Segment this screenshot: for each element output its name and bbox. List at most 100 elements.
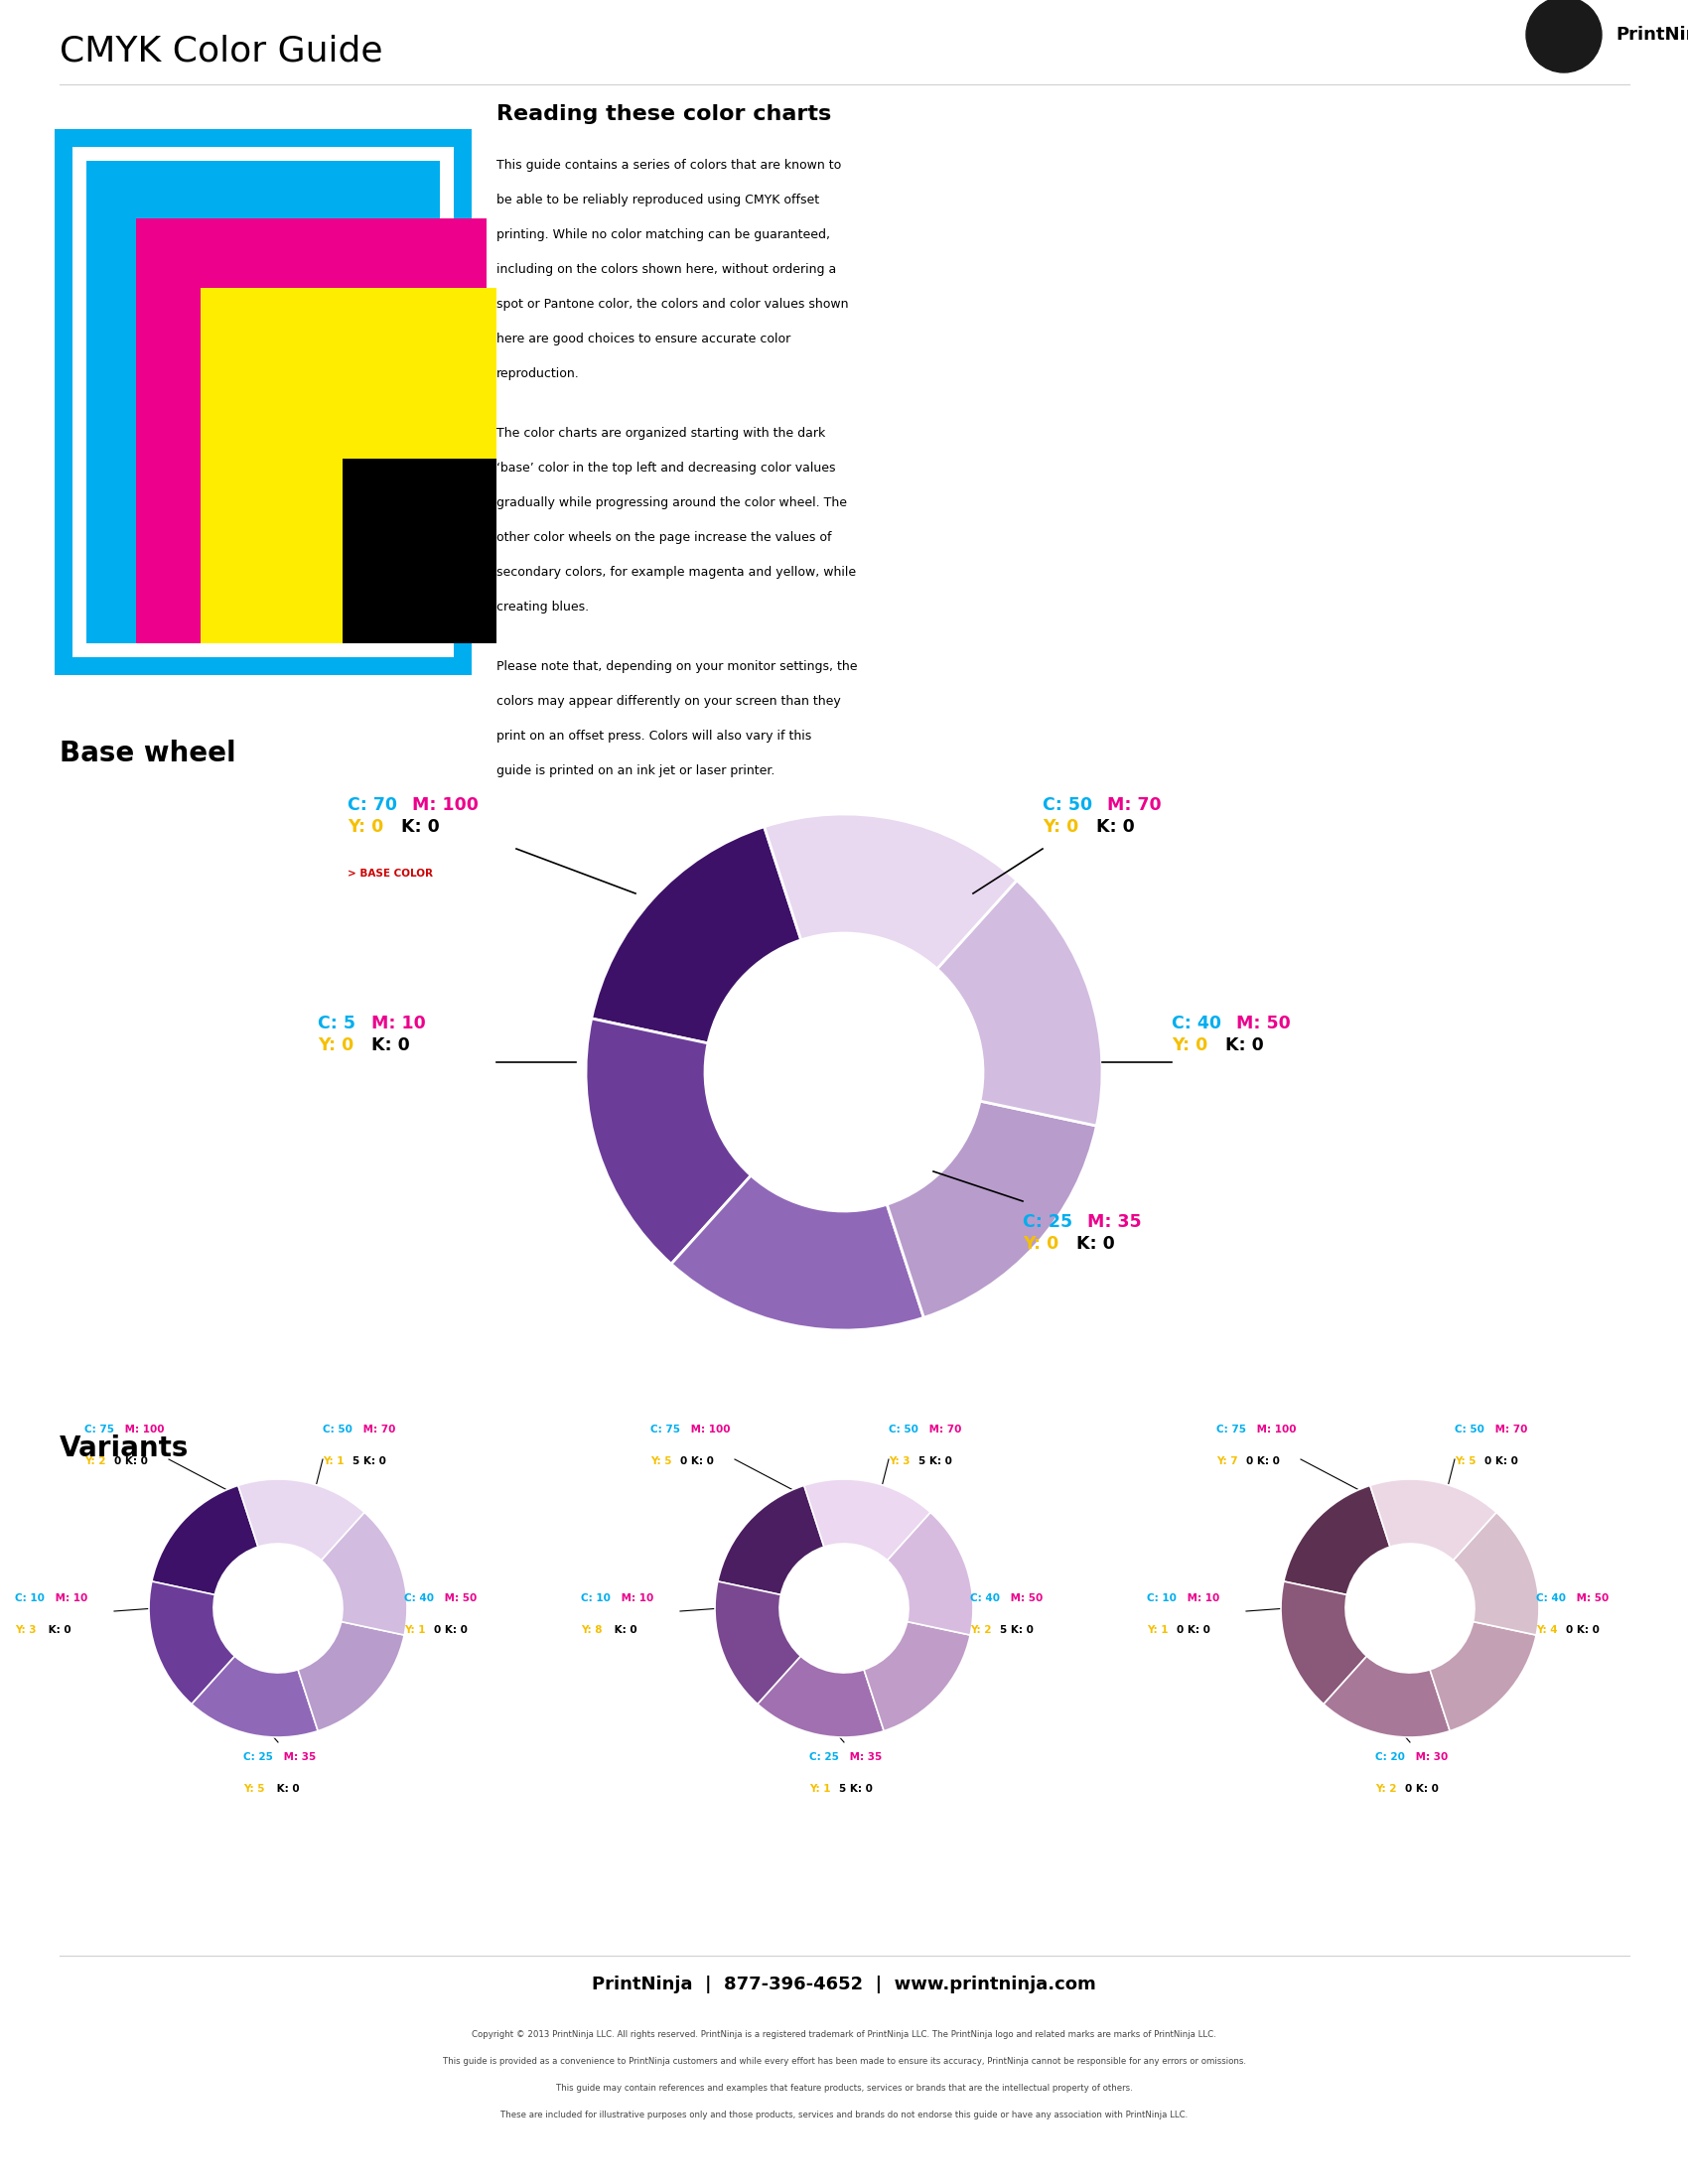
Text: Y: 0: Y: 0 bbox=[1023, 1236, 1058, 1254]
Text: C: 10: C: 10 bbox=[15, 1594, 44, 1603]
Text: Base wheel: Base wheel bbox=[59, 740, 236, 767]
Text: M: 50: M: 50 bbox=[1236, 1016, 1291, 1033]
Text: Y: 4: Y: 4 bbox=[1536, 1625, 1558, 1636]
Text: Copyright © 2013 PrintNinja LLC. All rights reserved. PrintNinja is a registered: Copyright © 2013 PrintNinja LLC. All rig… bbox=[471, 2031, 1217, 2040]
Text: M: 100: M: 100 bbox=[687, 1424, 731, 1435]
Text: M: 35: M: 35 bbox=[846, 1752, 883, 1762]
Text: M: 50: M: 50 bbox=[1008, 1594, 1043, 1603]
Bar bbox=[86, 162, 441, 644]
Text: print on an offset press. Colors will also vary if this: print on an offset press. Colors will al… bbox=[496, 729, 812, 743]
Text: C: 25: C: 25 bbox=[809, 1752, 839, 1762]
Text: M: 100: M: 100 bbox=[1254, 1424, 1296, 1435]
Wedge shape bbox=[1430, 1623, 1536, 1732]
Text: C: 40: C: 40 bbox=[1171, 1016, 1222, 1033]
Text: Y: 2: Y: 2 bbox=[971, 1625, 991, 1636]
Wedge shape bbox=[716, 1581, 800, 1704]
Text: This guide is provided as a convenience to PrintNinja customers and while every : This guide is provided as a convenience … bbox=[442, 2057, 1246, 2066]
Text: Y: 2: Y: 2 bbox=[84, 1457, 106, 1465]
Text: M: 35: M: 35 bbox=[1087, 1212, 1141, 1232]
Text: Variants: Variants bbox=[59, 1435, 189, 1463]
Text: K: 0: K: 0 bbox=[44, 1625, 71, 1636]
Wedge shape bbox=[238, 1479, 365, 1559]
Text: 0 K: 0: 0 K: 0 bbox=[1566, 1625, 1600, 1636]
Text: M: 30: M: 30 bbox=[1413, 1752, 1448, 1762]
Text: printing. While no color matching can be guaranteed,: printing. While no color matching can be… bbox=[496, 229, 830, 240]
Text: C: 75: C: 75 bbox=[1217, 1424, 1246, 1435]
Text: This guide contains a series of colors that are known to: This guide contains a series of colors t… bbox=[496, 159, 841, 173]
Wedge shape bbox=[1323, 1655, 1450, 1736]
Text: C: 75: C: 75 bbox=[650, 1424, 680, 1435]
Wedge shape bbox=[586, 1018, 751, 1265]
Text: K: 0: K: 0 bbox=[611, 1625, 636, 1636]
Text: Y: 0: Y: 0 bbox=[1043, 819, 1079, 836]
Wedge shape bbox=[886, 1101, 1097, 1317]
Circle shape bbox=[1526, 0, 1602, 72]
Text: C: 40: C: 40 bbox=[1536, 1594, 1566, 1603]
Wedge shape bbox=[758, 1655, 885, 1736]
Text: Y: 1: Y: 1 bbox=[403, 1625, 425, 1636]
Text: K: 0: K: 0 bbox=[273, 1784, 299, 1793]
Text: Y: 1: Y: 1 bbox=[809, 1784, 830, 1793]
Text: C: 40: C: 40 bbox=[971, 1594, 999, 1603]
Text: C: 50: C: 50 bbox=[888, 1424, 918, 1435]
Text: Y: 2: Y: 2 bbox=[1376, 1784, 1396, 1793]
Text: C: 10: C: 10 bbox=[1146, 1594, 1177, 1603]
Text: spot or Pantone color, the colors and color values shown: spot or Pantone color, the colors and co… bbox=[496, 297, 849, 310]
Wedge shape bbox=[299, 1623, 405, 1732]
Text: K: 0: K: 0 bbox=[1077, 1236, 1114, 1254]
Text: K: 0: K: 0 bbox=[1225, 1037, 1264, 1055]
Wedge shape bbox=[1371, 1479, 1496, 1559]
Wedge shape bbox=[765, 815, 1016, 970]
Text: M: 10: M: 10 bbox=[52, 1594, 88, 1603]
Text: M: 50: M: 50 bbox=[1573, 1594, 1609, 1603]
Wedge shape bbox=[1453, 1511, 1539, 1636]
Text: Y: 0: Y: 0 bbox=[317, 1037, 354, 1055]
Text: Y: 5: Y: 5 bbox=[650, 1457, 672, 1465]
Text: 0 K: 0: 0 K: 0 bbox=[1484, 1457, 1518, 1465]
Text: C: 25: C: 25 bbox=[1023, 1212, 1072, 1232]
Text: 5 K: 0: 5 K: 0 bbox=[839, 1784, 873, 1793]
Text: Y: 8: Y: 8 bbox=[581, 1625, 603, 1636]
Text: Y: 7: Y: 7 bbox=[1217, 1457, 1237, 1465]
Text: M: 70: M: 70 bbox=[927, 1424, 962, 1435]
Text: M: 70: M: 70 bbox=[1492, 1424, 1528, 1435]
Text: M: 10: M: 10 bbox=[618, 1594, 653, 1603]
Text: The color charts are organized starting with the dark: The color charts are organized starting … bbox=[496, 426, 825, 439]
Text: M: 100: M: 100 bbox=[412, 797, 479, 815]
Wedge shape bbox=[717, 1485, 824, 1594]
Wedge shape bbox=[937, 880, 1102, 1125]
Text: K: 0: K: 0 bbox=[402, 819, 439, 836]
Text: Reading these color charts: Reading these color charts bbox=[496, 105, 830, 124]
Text: C: 10: C: 10 bbox=[581, 1594, 611, 1603]
Text: Y: 0: Y: 0 bbox=[348, 819, 383, 836]
Text: C: 50: C: 50 bbox=[1043, 797, 1092, 815]
Wedge shape bbox=[1283, 1485, 1389, 1594]
Wedge shape bbox=[888, 1511, 972, 1636]
Text: > BASE COLOR: > BASE COLOR bbox=[348, 869, 432, 878]
Text: 5 K: 0: 5 K: 0 bbox=[353, 1457, 387, 1465]
Bar bbox=[137, 218, 486, 644]
Text: K: 0: K: 0 bbox=[1096, 819, 1134, 836]
Text: These are included for illustrative purposes only and those products, services a: These are included for illustrative purp… bbox=[500, 2110, 1188, 2118]
Wedge shape bbox=[864, 1623, 971, 1732]
Text: other color wheels on the page increase the values of: other color wheels on the page increase … bbox=[496, 531, 832, 544]
Text: CMYK Color Guide: CMYK Color Guide bbox=[59, 35, 383, 68]
Text: guide is printed on an ink jet or laser printer.: guide is printed on an ink jet or laser … bbox=[496, 764, 775, 778]
Wedge shape bbox=[149, 1581, 235, 1704]
Text: M: 10: M: 10 bbox=[371, 1016, 425, 1033]
Text: M: 70: M: 70 bbox=[360, 1424, 397, 1435]
Text: C: 70: C: 70 bbox=[348, 797, 397, 815]
Text: 0 K: 0: 0 K: 0 bbox=[1177, 1625, 1210, 1636]
Text: M: 100: M: 100 bbox=[122, 1424, 165, 1435]
Text: C: 50: C: 50 bbox=[1455, 1424, 1484, 1435]
Text: 0 K: 0: 0 K: 0 bbox=[434, 1625, 468, 1636]
Text: 0 K: 0: 0 K: 0 bbox=[680, 1457, 714, 1465]
Text: M: 35: M: 35 bbox=[280, 1752, 316, 1762]
Text: 0 K: 0: 0 K: 0 bbox=[1246, 1457, 1280, 1465]
Text: C: 20: C: 20 bbox=[1376, 1752, 1404, 1762]
Text: This guide may contain references and examples that feature products, services o: This guide may contain references and ex… bbox=[555, 2084, 1133, 2092]
Text: M: 50: M: 50 bbox=[441, 1594, 478, 1603]
Text: reproduction.: reproduction. bbox=[496, 367, 579, 380]
Text: ‘base’ color in the top left and decreasing color values: ‘base’ color in the top left and decreas… bbox=[496, 461, 836, 474]
Text: gradually while progressing around the color wheel. The: gradually while progressing around the c… bbox=[496, 496, 847, 509]
